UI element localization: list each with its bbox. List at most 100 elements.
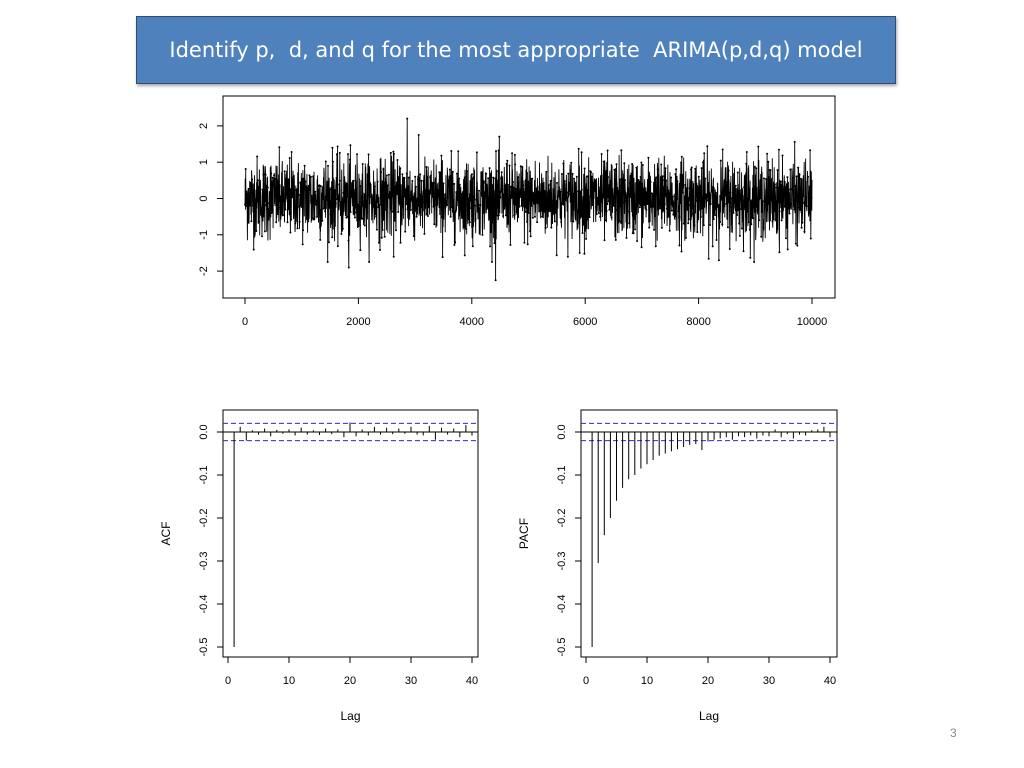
data-point (709, 203, 712, 205)
data-point (802, 195, 805, 197)
data-point (371, 197, 374, 200)
data-point (546, 198, 549, 201)
data-point (273, 174, 276, 177)
data-point (599, 197, 602, 200)
data-point (375, 215, 378, 218)
data-point (570, 161, 573, 164)
data-point (678, 244, 681, 247)
data-point (395, 229, 397, 232)
data-point (491, 261, 493, 263)
data-point (685, 188, 688, 191)
slide-number: 3 (950, 726, 957, 740)
data-point (686, 193, 689, 196)
time-series-x-tick-label: 0 (242, 316, 248, 328)
data-point (613, 168, 616, 171)
data-point (356, 203, 359, 206)
data-point (799, 209, 802, 211)
data-point (475, 198, 478, 201)
data-point (682, 222, 685, 225)
pacf-x-tick-label: 40 (824, 675, 836, 687)
data-point (344, 187, 346, 189)
data-point (299, 181, 302, 184)
data-point (715, 239, 718, 241)
data-point (526, 221, 529, 223)
data-point (690, 168, 692, 171)
data-point (319, 185, 322, 188)
data-point (478, 189, 480, 192)
data-point (772, 202, 775, 205)
data-point (257, 220, 260, 223)
data-point (707, 257, 710, 260)
data-point (624, 200, 627, 203)
data-point (679, 195, 682, 198)
data-point (446, 204, 449, 206)
data-point (663, 179, 665, 182)
data-point (435, 201, 438, 204)
pacf-x-tick-label: 30 (763, 675, 775, 687)
time-series-x-tick-label: 6000 (573, 316, 597, 328)
data-point (259, 188, 262, 191)
data-point (607, 200, 610, 203)
data-point (497, 149, 500, 152)
data-point (570, 214, 573, 217)
data-point (327, 164, 329, 167)
data-point (593, 189, 596, 192)
data-point (412, 195, 414, 198)
data-point (616, 209, 619, 212)
data-point (282, 200, 285, 203)
data-point (480, 194, 483, 197)
data-point (380, 236, 383, 239)
data-point (651, 205, 653, 208)
data-point (784, 206, 787, 209)
data-point (717, 259, 720, 262)
data-point (514, 163, 517, 166)
data-point (466, 215, 469, 218)
data-point (335, 177, 338, 179)
data-point (752, 206, 755, 209)
data-point (529, 230, 531, 233)
data-point (276, 213, 279, 216)
data-point (723, 205, 726, 208)
data-point (297, 182, 300, 185)
data-point (568, 187, 571, 190)
data-point (472, 195, 475, 198)
data-point (268, 202, 271, 205)
data-point (406, 208, 409, 211)
data-point (279, 195, 282, 198)
data-point (680, 155, 683, 158)
data-point (712, 218, 715, 221)
data-point (479, 204, 482, 207)
data-point (590, 171, 592, 174)
data-point (296, 227, 299, 230)
data-point (598, 201, 601, 204)
data-point (261, 235, 263, 238)
data-point (619, 178, 622, 181)
data-point (315, 199, 318, 202)
data-point (738, 234, 741, 237)
data-point (724, 193, 727, 196)
data-point (763, 177, 765, 180)
data-point (809, 149, 812, 152)
data-point (389, 208, 392, 210)
pacf-y-axis-title: PACF (517, 518, 531, 549)
data-point (341, 229, 344, 232)
data-point (500, 177, 502, 180)
data-point (563, 180, 566, 183)
data-point (717, 203, 720, 206)
data-point (648, 226, 651, 229)
data-point (528, 185, 531, 188)
data-point (632, 232, 635, 235)
data-point (785, 187, 788, 190)
data-point (776, 169, 779, 172)
data-point (325, 191, 328, 194)
series-line (244, 118, 813, 281)
data-point (793, 208, 796, 211)
pacf-x-tick-label: 10 (641, 675, 653, 687)
data-point (443, 202, 446, 205)
data-point (531, 216, 534, 219)
data-point (605, 210, 608, 212)
data-point (664, 167, 667, 170)
data-point (506, 159, 509, 162)
data-point (718, 219, 721, 221)
